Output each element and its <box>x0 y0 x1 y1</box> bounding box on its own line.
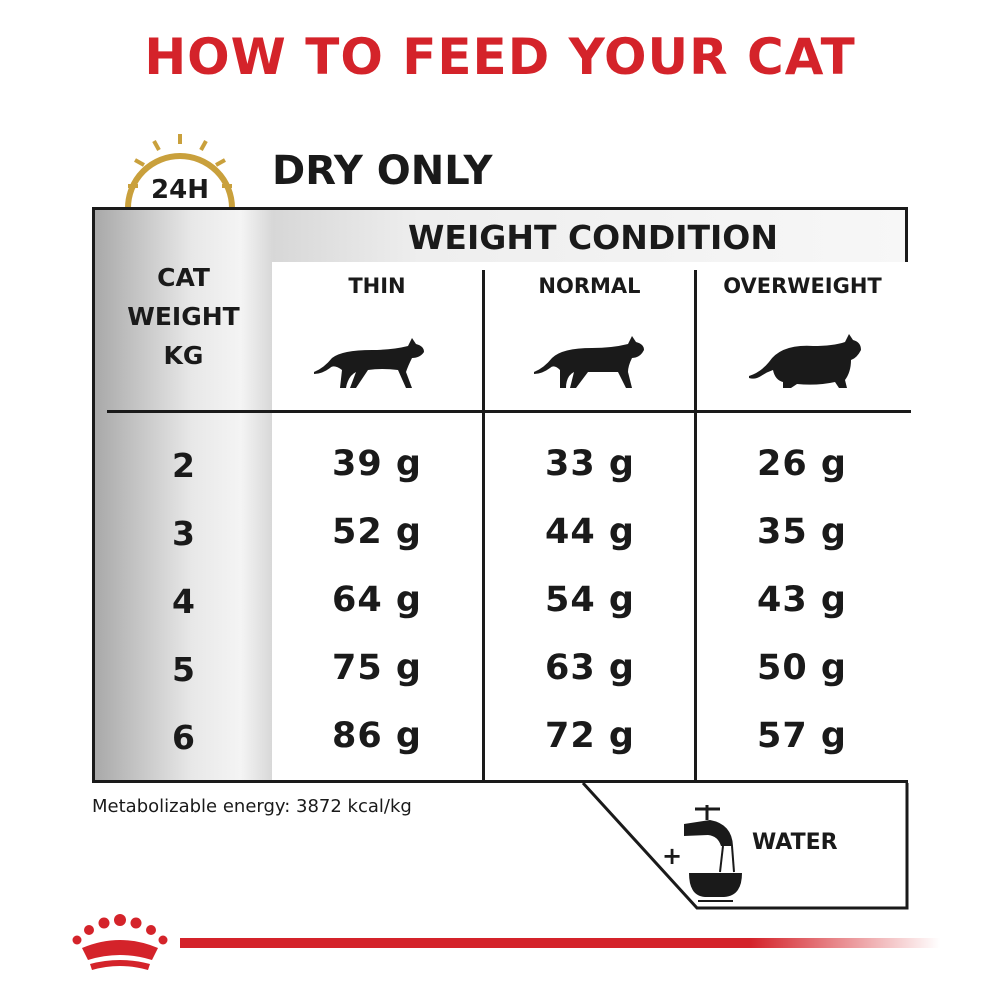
portion-value: 75 g <box>332 648 422 688</box>
portion-value: 64 g <box>332 580 422 620</box>
weight-condition-header: WEIGHT CONDITION <box>408 218 778 257</box>
header-line: WEIGHT <box>127 302 240 331</box>
overweight-cat-icon <box>749 334 861 388</box>
page-title: HOW TO FEED YOUR CAT <box>144 28 856 86</box>
plus-sign: + <box>662 842 682 870</box>
portion-value: 33 g <box>545 444 635 484</box>
portion-value: 52 g <box>332 512 422 552</box>
column-header-normal: NORMAL <box>538 274 641 298</box>
column-header-thin: THIN <box>348 274 406 298</box>
column-header-overweight: OVERWEIGHT <box>723 274 882 298</box>
metabolizable-energy: Metabolizable energy: 3872 kcal/kg <box>92 796 412 817</box>
cat-weight-header: CAT WEIGHT KG <box>95 258 272 375</box>
table-cells: THIN NORMAL OVERWEIGHT <box>272 262 908 780</box>
cat-weight-kg: 4 <box>172 582 195 621</box>
thin-cat-icon <box>314 338 424 388</box>
section-title: DRY ONLY <box>272 148 493 194</box>
portion-value: 86 g <box>332 716 422 756</box>
portion-value: 35 g <box>757 512 847 552</box>
portion-value: 26 g <box>757 444 847 484</box>
clock-label: 24H <box>151 175 209 205</box>
portion-value: 39 g <box>332 444 422 484</box>
cat-weight-kg: 3 <box>172 514 195 553</box>
cat-weight-kg: 5 <box>172 650 195 689</box>
water-label: WATER <box>752 830 838 855</box>
portion-value: 57 g <box>757 716 847 756</box>
header-line: KG <box>163 341 204 370</box>
header-divider <box>107 410 911 413</box>
portion-value: 54 g <box>545 580 635 620</box>
column-divider <box>694 270 697 780</box>
brand-divider <box>180 938 940 948</box>
portion-value: 44 g <box>545 512 635 552</box>
clock-24h-icon: 24H <box>125 134 235 209</box>
normal-cat-icon <box>534 336 644 388</box>
water-box: + <box>581 781 909 910</box>
royal-canin-crown-logo <box>72 914 168 970</box>
water-tap-bowl-icon <box>684 805 742 902</box>
feeding-table: WEIGHT CONDITION CAT WEIGHT KG THIN NORM… <box>92 207 911 783</box>
portion-value: 43 g <box>757 580 847 620</box>
portion-value: 63 g <box>545 648 635 688</box>
cat-weight-kg: 6 <box>172 718 195 757</box>
cat-weight-kg: 2 <box>172 446 195 485</box>
portion-value: 72 g <box>545 716 635 756</box>
portion-value: 50 g <box>757 648 847 688</box>
column-divider <box>482 270 485 780</box>
header-line: CAT <box>157 263 210 292</box>
